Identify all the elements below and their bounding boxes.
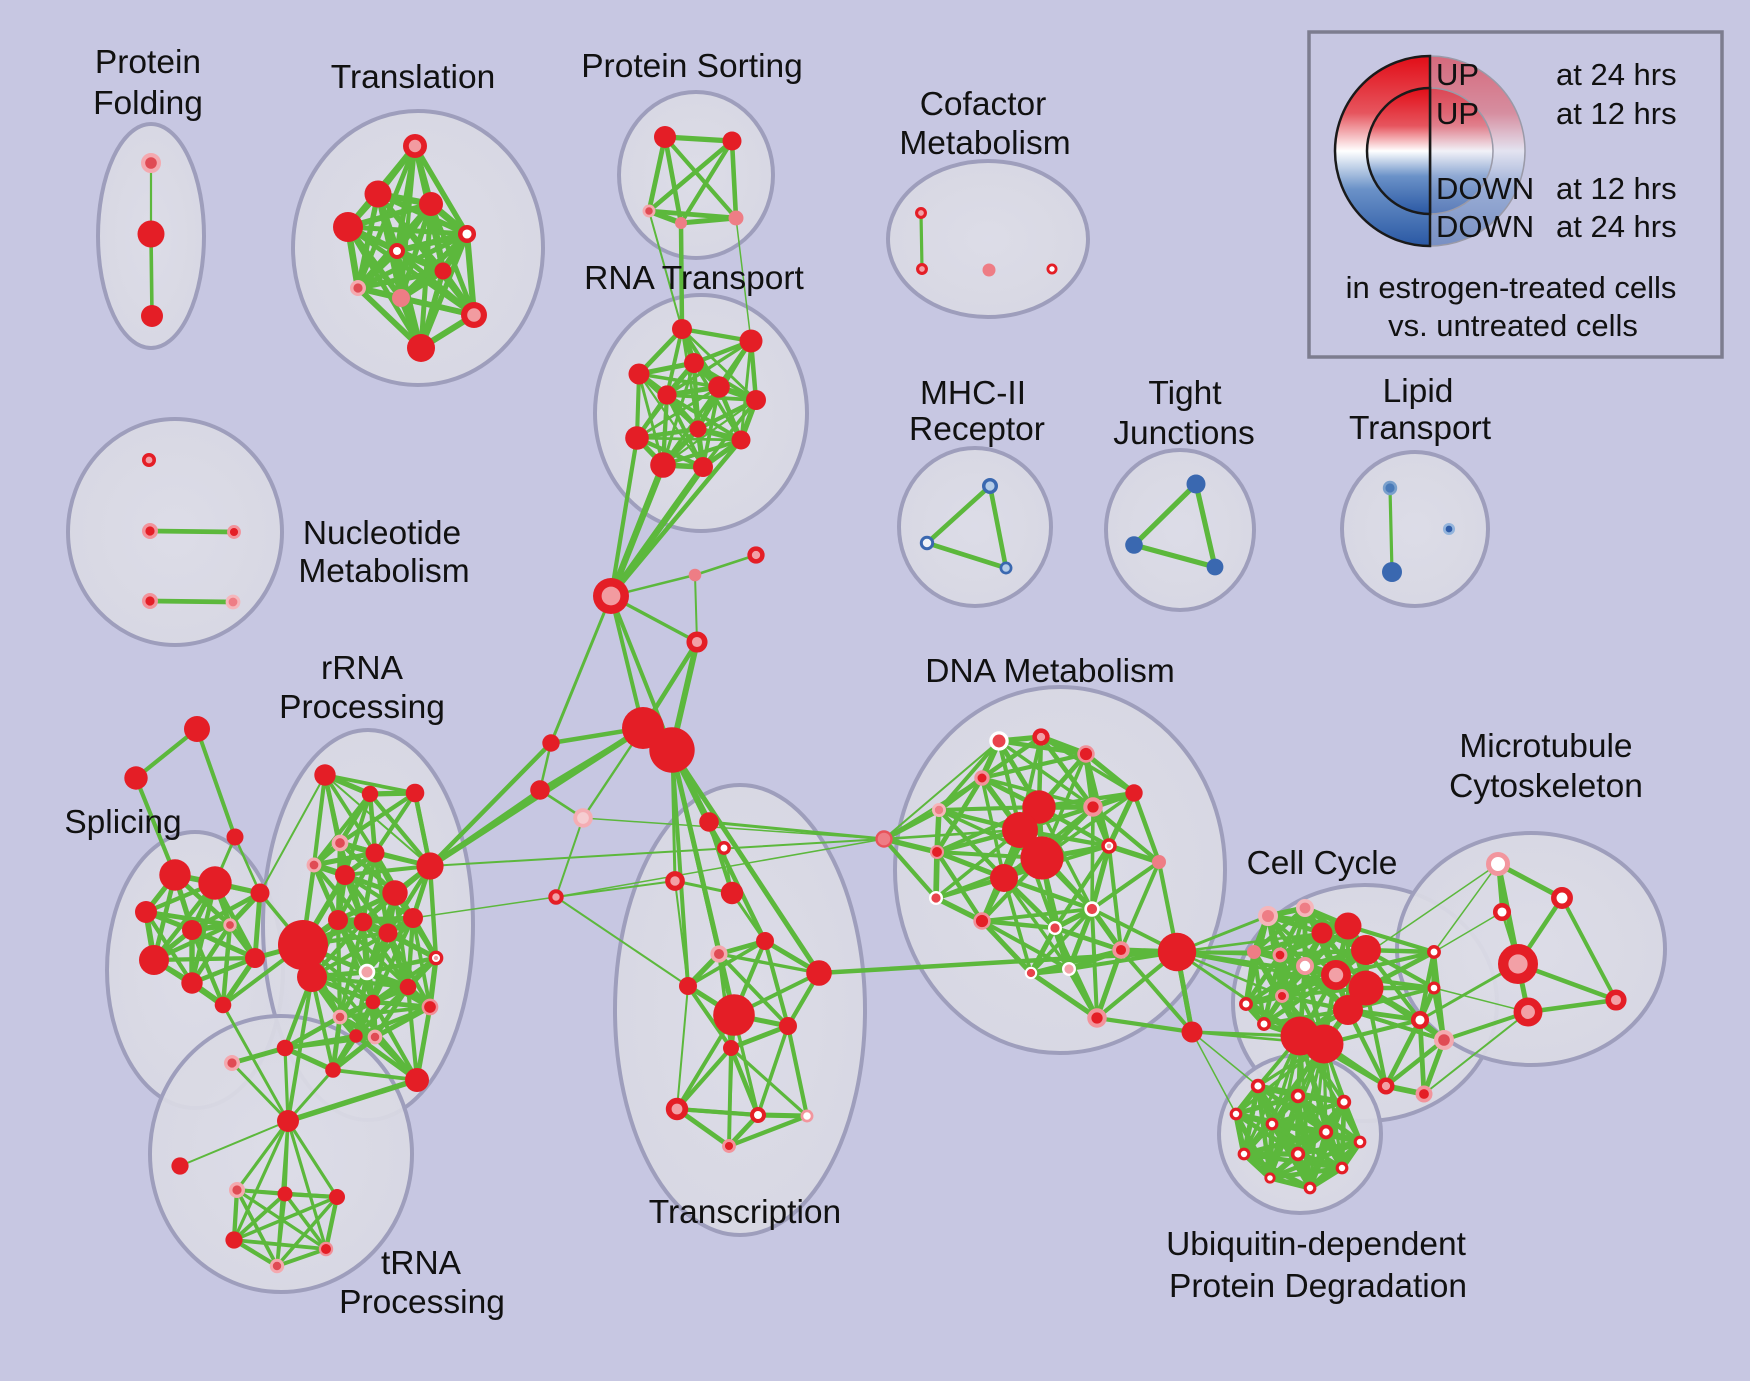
svg-text:rRNA: rRNA: [321, 650, 404, 687]
svg-text:Protein Degradation: Protein Degradation: [1169, 1268, 1467, 1305]
svg-text:Microtubule: Microtubule: [1459, 728, 1632, 765]
svg-text:Metabolism: Metabolism: [899, 125, 1070, 162]
svg-text:Ubiquitin-dependent: Ubiquitin-dependent: [1166, 1226, 1467, 1263]
svg-text:Junctions: Junctions: [1113, 415, 1255, 452]
svg-text:in estrogen-treated cells: in estrogen-treated cells: [1346, 270, 1677, 305]
svg-text:Cell Cycle: Cell Cycle: [1247, 845, 1398, 882]
svg-text:Metabolism: Metabolism: [298, 553, 469, 590]
svg-text:Nucleotide: Nucleotide: [303, 515, 461, 552]
svg-text:at 12 hrs: at 12 hrs: [1556, 96, 1677, 131]
svg-text:Folding: Folding: [93, 85, 203, 122]
svg-text:vs. untreated cells: vs. untreated cells: [1388, 308, 1638, 343]
svg-text:Receptor: Receptor: [909, 411, 1045, 448]
svg-text:at 12 hrs: at 12 hrs: [1556, 171, 1677, 206]
svg-text:Lipid: Lipid: [1383, 373, 1454, 410]
svg-text:Processing: Processing: [279, 689, 445, 726]
svg-text:Cytoskeleton: Cytoskeleton: [1449, 768, 1643, 805]
svg-text:DOWN: DOWN: [1436, 209, 1534, 244]
svg-text:Translation: Translation: [331, 59, 495, 96]
svg-text:MHC-II: MHC-II: [920, 375, 1026, 412]
svg-text:Transport: Transport: [1349, 410, 1492, 447]
svg-text:Splicing: Splicing: [64, 804, 181, 841]
svg-text:Protein: Protein: [95, 44, 201, 81]
svg-text:Cofactor: Cofactor: [920, 86, 1047, 123]
svg-text:Protein Sorting: Protein Sorting: [581, 48, 803, 85]
svg-text:at 24 hrs: at 24 hrs: [1556, 209, 1677, 244]
svg-text:RNA Transport: RNA Transport: [584, 260, 804, 297]
svg-text:tRNA: tRNA: [381, 1245, 462, 1282]
svg-text:Tight: Tight: [1148, 375, 1222, 412]
svg-text:DNA Metabolism: DNA Metabolism: [925, 653, 1174, 690]
svg-text:at 24 hrs: at 24 hrs: [1556, 57, 1677, 92]
svg-text:DOWN: DOWN: [1436, 171, 1534, 206]
svg-text:UP: UP: [1436, 96, 1479, 131]
svg-text:Processing: Processing: [339, 1284, 505, 1321]
svg-text:UP: UP: [1436, 57, 1479, 92]
svg-text:Transcription: Transcription: [649, 1194, 841, 1231]
